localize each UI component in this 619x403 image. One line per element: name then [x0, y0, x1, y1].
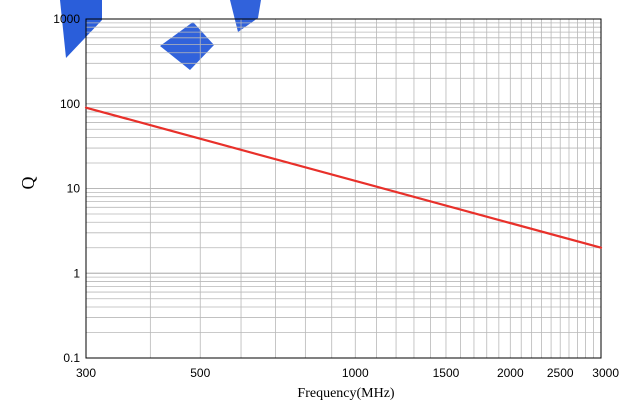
grid [85, 18, 602, 359]
x-tick-label: 1000 [342, 366, 369, 380]
x-tick-label: 1500 [433, 366, 460, 380]
y-tick-label: 1000 [53, 12, 80, 26]
y-axis-label: Q [18, 177, 38, 190]
y-tick-labels: 0.1 1 10 100 1000 [53, 12, 80, 365]
plot-frame [85, 18, 602, 359]
watermark-shape-middle [160, 22, 214, 70]
x-tick-label: 500 [190, 366, 210, 380]
y-tick-label: 100 [60, 97, 80, 111]
watermark-shape-right [230, 0, 261, 32]
series-layer [84, 106, 603, 249]
watermark [60, 0, 261, 70]
y-tick-label: 0.1 [63, 351, 80, 365]
x-tick-label: 2000 [497, 366, 524, 380]
x-tick-label: 300 [76, 366, 96, 380]
plot-area-border [85, 18, 602, 359]
x-tick-label: 2500 [547, 366, 574, 380]
x-tick-label: 3000 [592, 366, 619, 380]
watermark-shape-left [60, 0, 102, 58]
y-tick-label: 10 [67, 182, 81, 196]
y-tick-label: 1 [73, 266, 80, 280]
x-axis-label: Frequency(MHz) [297, 386, 395, 401]
x-tick-labels: 300 500 1000 1500 2000 2500 3000 [76, 366, 619, 380]
series-line-1 [84, 106, 603, 249]
